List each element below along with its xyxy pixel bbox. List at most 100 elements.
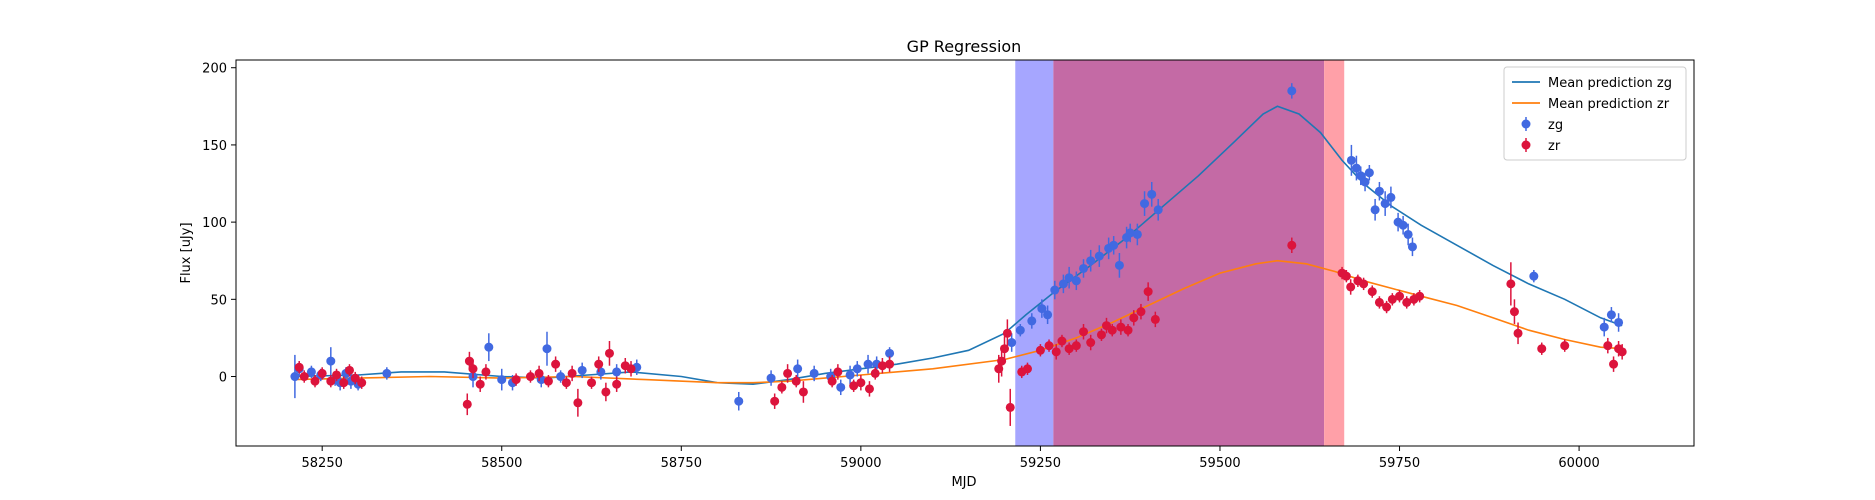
point-zg	[577, 365, 587, 375]
point-zr	[1123, 325, 1133, 335]
point-zg	[1153, 205, 1163, 215]
point-zg	[793, 364, 803, 374]
x-tick-label: 59750	[1379, 456, 1420, 471]
point-zr	[864, 384, 874, 394]
y-tick-label: 50	[210, 293, 227, 308]
point-zr	[567, 368, 577, 378]
point-zr	[551, 359, 561, 369]
point-zr	[1035, 345, 1045, 355]
point-zr	[1537, 344, 1547, 354]
point-zr	[534, 368, 544, 378]
point-zr	[594, 359, 604, 369]
point-zr	[464, 356, 474, 366]
point-zr	[1509, 307, 1519, 317]
point-zr	[877, 361, 887, 371]
point-zr	[543, 376, 553, 386]
point-zg	[1346, 155, 1356, 165]
point-zr	[798, 387, 808, 397]
point-zg	[1364, 168, 1374, 178]
point-zg	[885, 348, 895, 358]
point-zg	[1071, 276, 1081, 286]
point-zr	[1387, 294, 1397, 304]
point-zr	[1086, 338, 1096, 348]
point-zg	[766, 373, 776, 383]
point-zg	[1114, 260, 1124, 270]
point-zg	[1058, 279, 1068, 289]
point-zg	[1132, 229, 1142, 239]
chart-title: GP Regression	[907, 37, 1022, 56]
point-zr	[475, 379, 485, 389]
point-zr	[1415, 291, 1425, 301]
point-zr	[1609, 359, 1619, 369]
point-zr	[332, 370, 342, 380]
series-zr	[294, 237, 1627, 426]
point-zr	[770, 396, 780, 406]
point-zg	[596, 367, 606, 377]
x-tick-label: 58250	[302, 456, 343, 471]
point-zr	[1367, 287, 1377, 297]
point-zg	[1370, 205, 1380, 215]
point-zg	[1015, 325, 1025, 335]
x-tick-label: 59250	[1020, 456, 1061, 471]
point-zr	[1506, 279, 1516, 289]
legend-label-zr: zr	[1548, 139, 1561, 154]
shaded-region-1	[1053, 60, 1325, 446]
point-zg	[612, 367, 622, 377]
legend: Mean prediction zg Mean prediction zr zg zr	[1503, 66, 1687, 161]
point-zr	[783, 368, 793, 378]
point-zr	[1603, 341, 1613, 351]
point-zr	[1359, 279, 1369, 289]
shaded-region-0	[1015, 60, 1054, 446]
y-axis-label: Flux [uJy]	[179, 222, 194, 283]
legend-marker-zr	[1521, 140, 1531, 150]
point-zr	[326, 376, 336, 386]
point-zr	[1346, 282, 1356, 292]
legend-box	[1503, 66, 1687, 161]
point-zr	[1064, 344, 1074, 354]
point-zr	[1513, 328, 1523, 338]
y-tick-label: 150	[202, 139, 227, 154]
point-zr	[1022, 364, 1032, 374]
point-zr	[344, 365, 354, 375]
point-zr	[339, 378, 349, 388]
point-zg	[863, 359, 873, 369]
point-zg	[1027, 316, 1037, 326]
point-zr	[1382, 302, 1392, 312]
point-zg	[1614, 317, 1624, 327]
point-zr	[1374, 297, 1384, 307]
point-zg	[484, 342, 494, 352]
x-tick-label: 59000	[840, 456, 881, 471]
point-zr	[856, 378, 866, 388]
point-zg	[306, 367, 316, 377]
x-axis-label: MJD	[951, 475, 976, 490]
point-zr	[525, 372, 535, 382]
plot-frame	[235, 59, 1695, 447]
point-zg	[734, 396, 744, 406]
point-zr	[481, 367, 491, 377]
point-zr	[612, 379, 622, 389]
point-zr	[357, 378, 367, 388]
point-zg	[852, 364, 862, 374]
point-zr	[310, 376, 320, 386]
point-zr	[1129, 313, 1139, 323]
y-tick-label: 100	[202, 216, 227, 231]
point-zr	[294, 362, 304, 372]
point-zg	[1606, 310, 1616, 320]
point-zr	[1002, 328, 1012, 338]
point-zr	[833, 367, 843, 377]
point-zg	[542, 344, 552, 354]
shaded-region-2	[1324, 60, 1345, 446]
point-zg	[1007, 338, 1017, 348]
shaded-regions	[1015, 60, 1345, 446]
point-zg	[326, 356, 336, 366]
point-zr	[1079, 327, 1089, 337]
point-zr	[849, 381, 859, 391]
point-zg	[1599, 322, 1609, 332]
point-zr	[1143, 287, 1153, 297]
point-zg	[1043, 310, 1053, 320]
point-zg	[1064, 273, 1074, 283]
legend-label-mean-prediction-zr: Mean prediction zr	[1548, 97, 1670, 112]
x-tick-label: 58500	[481, 456, 522, 471]
point-zg	[1287, 86, 1297, 96]
